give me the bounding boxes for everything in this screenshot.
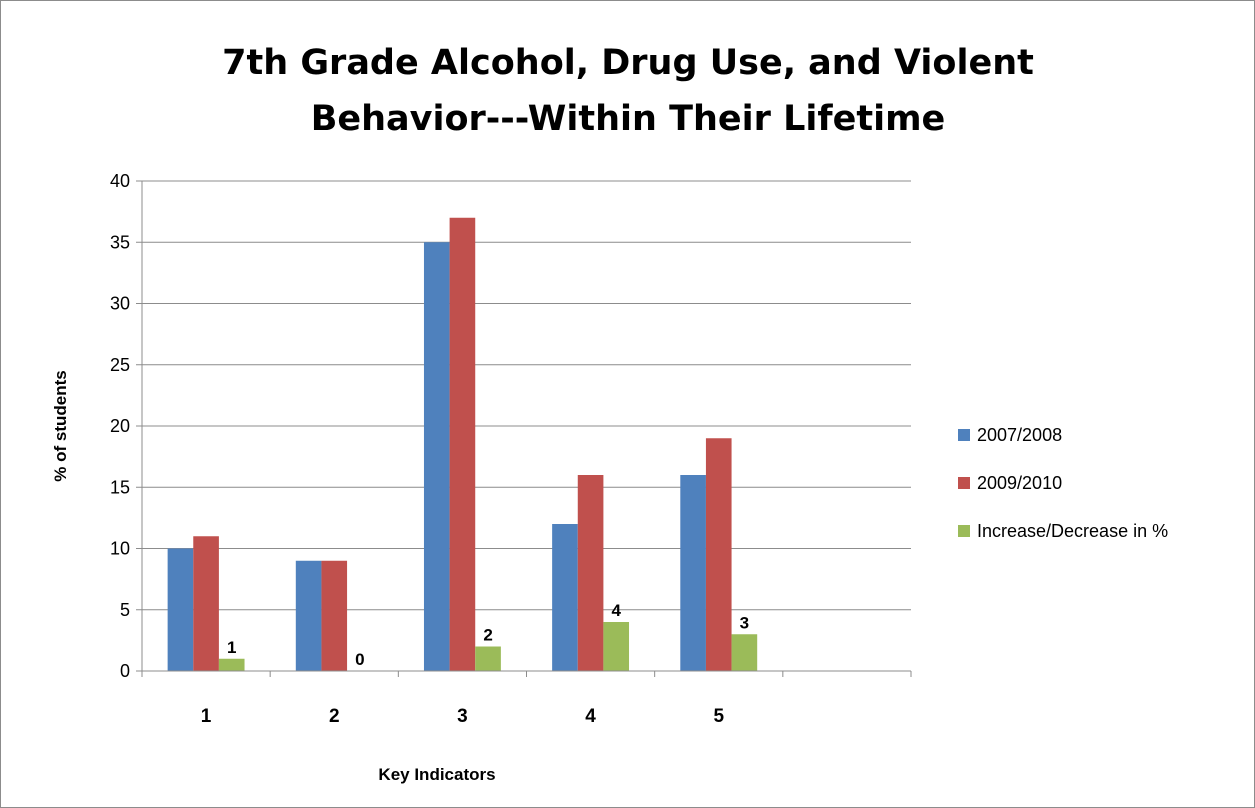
y-tick-label: 0 — [120, 661, 130, 681]
data-label: 0 — [355, 650, 364, 669]
x-tick-label: 1 — [201, 706, 212, 727]
bar-s1-c2 — [295, 560, 322, 671]
y-tick-label: 25 — [110, 355, 130, 375]
bar-s3-c1 — [218, 658, 245, 671]
data-label: 2 — [483, 626, 492, 645]
data-label: 1 — [227, 638, 236, 657]
y-tick-label: 15 — [110, 477, 130, 497]
x-axis-title: Key Indicators — [378, 765, 495, 784]
bar-s2-c1 — [193, 536, 219, 671]
bar-s1-c5 — [680, 475, 706, 671]
x-tick-label: 3 — [457, 706, 468, 727]
y-tick-label: 5 — [120, 600, 130, 620]
bar-s3-c4 — [603, 622, 630, 671]
legend-label: 2009/2010 — [977, 473, 1062, 493]
y-tick-label: 30 — [110, 294, 130, 314]
y-axis-tick-labels: 0 5 10 15 20 25 30 35 40 — [110, 171, 130, 681]
bar-s2-c3 — [449, 217, 476, 671]
data-label: 4 — [611, 601, 621, 620]
chart-title-line-1: 7th Grade Alcohol, Drug Use, and Violent — [222, 43, 1034, 83]
bar-s3-c5 — [731, 634, 758, 671]
x-tick-label: 4 — [585, 706, 596, 727]
bar-s1-c3 — [423, 242, 450, 671]
legend-label: 2007/2008 — [977, 425, 1062, 445]
legend-swatch — [958, 429, 970, 441]
chart-title-line-2: Behavior---Within Their Lifetime — [311, 99, 946, 139]
x-tick-label: 5 — [713, 706, 724, 727]
legend-label: Increase/Decrease in % — [977, 521, 1168, 541]
bar-s1-c1 — [167, 548, 194, 671]
bar-s1-c4 — [552, 524, 578, 671]
data-labels: 1 0 2 4 3 — [227, 601, 749, 669]
x-tick-label: 2 — [329, 706, 340, 727]
y-tick-label: 20 — [110, 416, 130, 436]
x-axis-tick-labels: 1 2 3 4 5 — [201, 706, 725, 727]
bar-s2-c5 — [705, 438, 732, 671]
data-label: 3 — [740, 613, 749, 632]
bar-s2-c2 — [321, 560, 348, 671]
axes — [141, 181, 912, 677]
bar-s2-c4 — [577, 475, 604, 671]
y-tick-label: 10 — [110, 539, 130, 559]
y-tick-label: 35 — [110, 232, 130, 252]
legend-swatch — [958, 477, 970, 489]
bars — [167, 217, 758, 671]
chart-title: 7th Grade Alcohol, Drug Use, and Violent… — [222, 43, 1034, 139]
legend-swatch — [958, 525, 970, 537]
gridlines — [136, 180, 911, 672]
y-axis-title: % of students — [51, 370, 70, 481]
bar-s3-c3 — [475, 646, 501, 671]
y-tick-label: 40 — [110, 171, 130, 191]
legend: 2007/2008 2009/2010 Increase/Decrease in % — [958, 425, 1168, 541]
